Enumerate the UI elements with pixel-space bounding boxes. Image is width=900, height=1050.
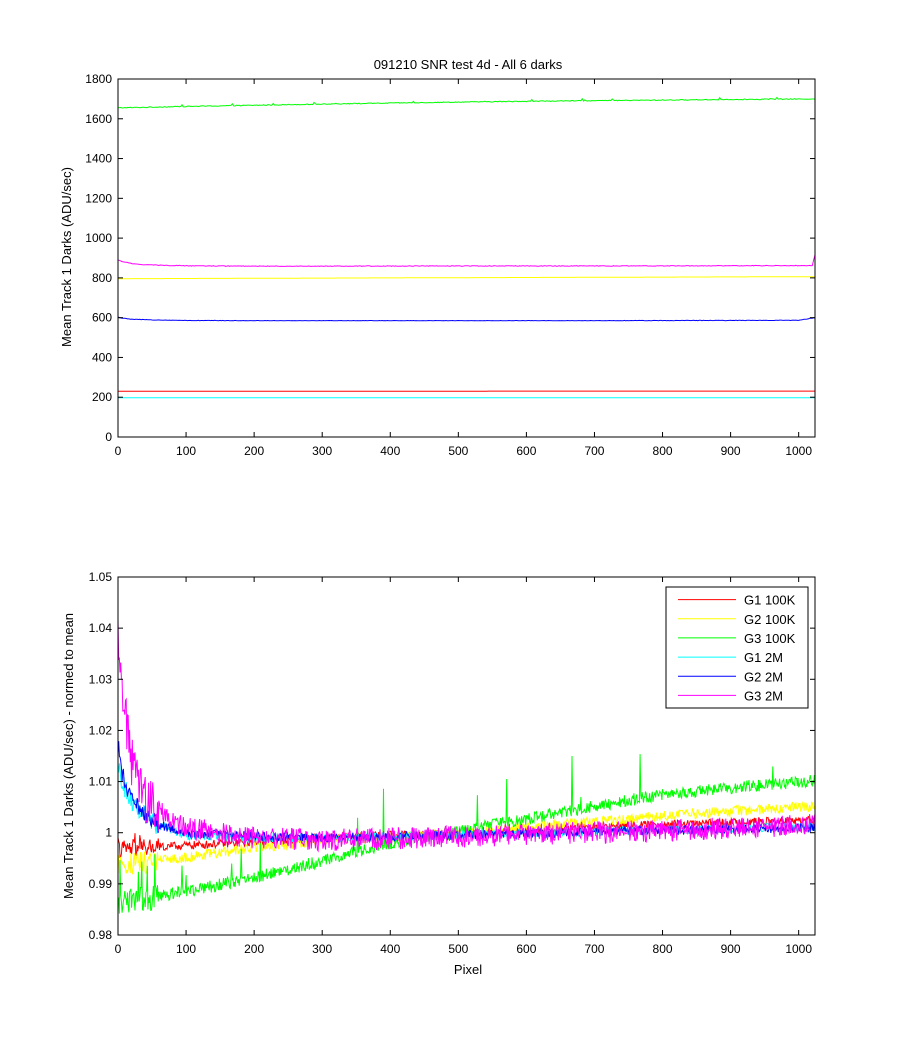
bottom-chart-legend: G1 100K G2 100K G3 100K G1 2M G2 2M G3 2M: [665, 586, 809, 709]
bottom-y-tick-label: 1.05: [89, 570, 113, 584]
bottom-chart-axes-box: [117, 576, 816, 936]
top-y-tick-label: 600: [92, 311, 112, 325]
bottom-y-tick-label: 0.98: [89, 928, 113, 942]
bottom-y-tick-label: 1.04: [89, 621, 113, 635]
bottom-y-tick-label: 1.02: [89, 723, 113, 737]
top-y-tick-label: 200: [92, 390, 112, 404]
bottom-chart-x-label: Pixel: [454, 962, 482, 977]
bottom-x-tick-label: 0: [115, 942, 122, 956]
top-chart-plot: 0 100 200 300 400 500 600 700 800 900 1000 0 200 400 6…: [85, 72, 816, 458]
top-chart-title: 091210 SNR test 4d - All 6 darks: [374, 57, 563, 72]
legend-label-1: G2 100K: [744, 612, 796, 627]
top-series-line-5: [118, 254, 815, 267]
top-series-line-1: [118, 276, 815, 280]
top-x-tick-label: 400: [380, 444, 400, 458]
bottom-y-tick-label: 0.99: [89, 877, 113, 891]
bottom-y-tick-label: 1: [105, 826, 112, 840]
top-y-tick-label: 1800: [85, 72, 112, 86]
bottom-x-tick-label: 100: [176, 942, 196, 956]
top-y-tick-label: 1200: [85, 191, 112, 205]
top-y-tick-label: 800: [92, 271, 112, 285]
bottom-y-tick-label: 1.01: [89, 775, 113, 789]
top-x-tick-label: 300: [312, 444, 332, 458]
top-chart: 091210 SNR test 4d - All 6 darks Mean Tr…: [59, 57, 816, 458]
top-y-tick-label: 1000: [85, 231, 112, 245]
bottom-chart: Pixel Mean Track 1 Darks (ADU/sec) - nor…: [61, 570, 816, 977]
top-series-line-2: [118, 96, 815, 109]
top-chart-series: [118, 96, 815, 399]
legend-box: [665, 586, 809, 709]
bottom-x-tick-label: 700: [584, 942, 604, 956]
top-x-tick-label: 800: [653, 444, 673, 458]
top-series-line-4: [118, 316, 815, 322]
bottom-x-tick-label: 800: [653, 942, 673, 956]
legend-label-2: G3 100K: [744, 631, 796, 646]
top-chart-axes-box: [117, 78, 816, 438]
bottom-x-tick-label: 200: [244, 942, 264, 956]
legend-label-4: G2 2M: [744, 669, 783, 684]
bottom-chart-y-label: Mean Track 1 Darks (ADU/sec) - normed to…: [61, 613, 76, 899]
legend-label-0: G1 100K: [744, 593, 796, 608]
legend-label-3: G1 2M: [744, 650, 783, 665]
top-x-tick-label: 900: [721, 444, 741, 458]
bottom-x-tick-label: 1000: [785, 942, 812, 956]
top-x-tick-label: 100: [176, 444, 196, 458]
bottom-x-tick-label: 400: [380, 942, 400, 956]
top-y-tick-label: 1600: [85, 112, 112, 126]
bottom-x-tick-label: 500: [448, 942, 468, 956]
bottom-y-tick-label: 1.03: [89, 672, 113, 686]
bottom-chart-series: [118, 620, 815, 914]
top-x-tick-label: 700: [584, 444, 604, 458]
bottom-x-tick-label: 900: [721, 942, 741, 956]
top-x-tick-label: 500: [448, 444, 468, 458]
top-chart-y-label: Mean Track 1 Darks (ADU/sec): [59, 167, 74, 347]
top-y-tick-label: 0: [105, 430, 112, 444]
top-x-tick-label: 600: [516, 444, 536, 458]
bottom-x-tick-label: 300: [312, 942, 332, 956]
legend-label-5: G3 2M: [744, 688, 783, 703]
bottom-chart-plot: 0 100 200 300 400 500 600 700 800 900 1000 0.98 0.99…: [89, 570, 816, 956]
top-x-tick-label: 200: [244, 444, 264, 458]
top-x-tick-label: 1000: [785, 444, 812, 458]
top-y-tick-label: 400: [92, 350, 112, 364]
bottom-x-tick-label: 600: [516, 942, 536, 956]
top-x-tick-label: 0: [115, 444, 122, 458]
bottom-series-line-5: [118, 620, 815, 853]
top-y-tick-label: 1400: [85, 152, 112, 166]
